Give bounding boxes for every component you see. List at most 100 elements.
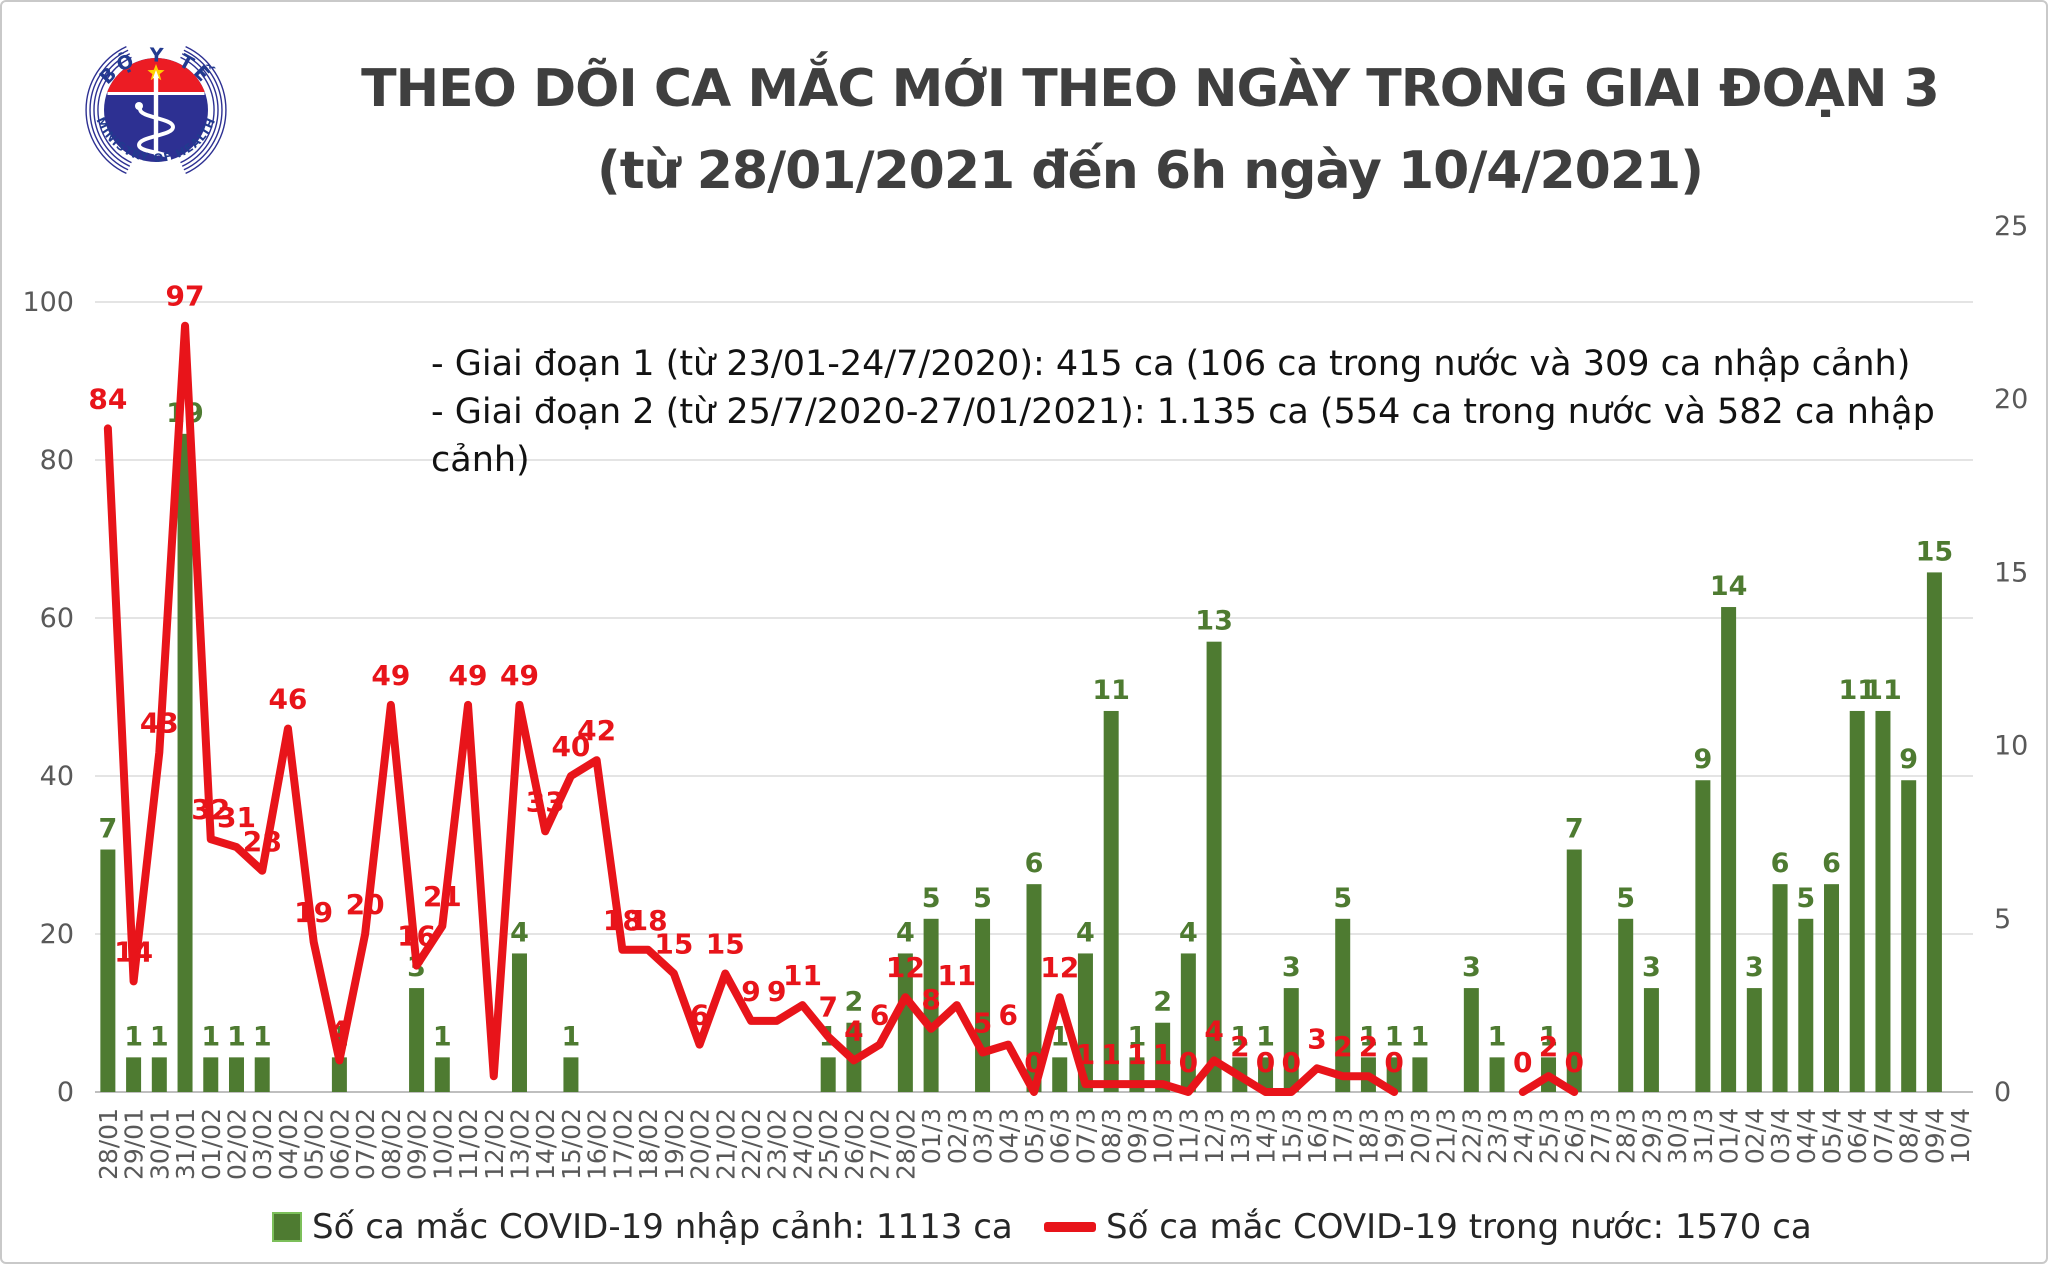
date-label: 16/02 [583, 1108, 612, 1180]
bar-value-label: 1 [1256, 1021, 1275, 1052]
line-value-label: 49 [449, 659, 488, 692]
date-label: 21/3 [1432, 1108, 1461, 1164]
date-label: 20/3 [1406, 1108, 1435, 1164]
imported-cases-bar [1772, 884, 1788, 1092]
bar-value-label: 1 [562, 1021, 581, 1052]
date-label: 28/01 [94, 1108, 123, 1180]
line-value-label: 0 [1282, 1046, 1301, 1079]
date-label: 13/3 [1226, 1108, 1255, 1164]
imported-cases-bar [1386, 1057, 1402, 1092]
date-label: 28/02 [891, 1108, 920, 1180]
imported-cases-bar [228, 1057, 244, 1092]
line-value-label: 6 [999, 999, 1018, 1032]
legend-imported-swatch [272, 1212, 302, 1242]
imported-cases-bar [434, 1057, 450, 1092]
legend-domestic-label: Số ca mắc COVID-19 trong nước: 1570 ca [1106, 1207, 1812, 1247]
line-value-label: 9 [741, 975, 760, 1008]
date-label: 24/3 [1509, 1108, 1538, 1164]
imported-cases-bar [1283, 988, 1299, 1092]
imported-cases-bar [409, 988, 425, 1092]
bar-value-label: 5 [1333, 883, 1352, 914]
imported-cases-bar [1618, 918, 1634, 1092]
imported-cases-bar [1412, 1057, 1428, 1092]
left-axis-tick-label: 40 [40, 761, 74, 792]
line-value-label: 1 [1153, 1038, 1172, 1071]
date-label: 24/02 [788, 1108, 817, 1180]
bar-value-label: 1 [1230, 1021, 1249, 1052]
imported-cases-bar [511, 953, 527, 1092]
imported-cases-bar [1103, 710, 1119, 1092]
bar-value-label: 1 [1488, 1021, 1507, 1052]
imported-cases-bar [1746, 988, 1762, 1092]
left-axis-tick-label: 0 [57, 1077, 74, 1108]
imported-cases-bar [203, 1057, 219, 1092]
date-label: 03/02 [248, 1108, 277, 1180]
date-label: 18/3 [1354, 1108, 1383, 1164]
line-value-label: 0 [1513, 1046, 1532, 1079]
bar-value-label: 15 [1916, 536, 1954, 567]
line-value-label: 49 [500, 659, 539, 692]
date-label: 29/01 [120, 1108, 149, 1180]
date-label: 02/02 [222, 1108, 251, 1180]
date-label: 20/02 [686, 1108, 715, 1180]
chart-title: THEO DÕI CA MẮC MỚI THEO NGÀY TRONG GIAI… [300, 48, 2000, 212]
line-value-label: 15 [706, 928, 745, 961]
line-value-label: 1 [1101, 1038, 1120, 1071]
legend-item-imported: Số ca mắc COVID-19 nhập cảnh: 1113 ca [272, 1200, 1013, 1254]
date-label: 26/3 [1560, 1108, 1589, 1164]
bar-value-label: 14 [1710, 571, 1748, 602]
date-label: 01/4 [1715, 1108, 1744, 1164]
date-label: 22/3 [1457, 1108, 1486, 1164]
line-value-label: 5 [973, 1007, 992, 1040]
legend: Số ca mắc COVID-19 nhập cảnh: 1113 ca Số… [0, 1200, 2048, 1254]
date-label: 15/3 [1277, 1108, 1306, 1164]
line-value-label: 28 [243, 825, 282, 858]
right-axis-tick-label: 10 [1994, 731, 2028, 762]
date-label: 07/02 [351, 1108, 380, 1180]
bar-value-label: 1 [253, 1021, 272, 1052]
line-value-label: 4 [844, 1014, 863, 1047]
bar-value-label: 3 [1462, 952, 1481, 983]
left-axis-tick-label: 20 [40, 919, 74, 950]
date-label: 09/4 [1920, 1108, 1949, 1164]
legend-domestic-swatch [1044, 1222, 1096, 1232]
line-value-label: 3 [1307, 1022, 1326, 1055]
bar-value-label: 1 [150, 1021, 169, 1052]
bar-value-label: 2 [1153, 987, 1172, 1018]
date-label: 31/01 [171, 1108, 200, 1180]
bar-value-label: 5 [973, 883, 992, 914]
date-label: 18/02 [634, 1108, 663, 1180]
date-label: 06/02 [325, 1108, 354, 1180]
date-label: 09/02 [403, 1108, 432, 1180]
bar-value-label: 11 [1864, 675, 1902, 706]
line-value-label: 18 [603, 904, 642, 937]
imported-cases-bar [1489, 1057, 1505, 1092]
left-axis-tick-label: 60 [40, 603, 74, 634]
date-label: 06/4 [1843, 1108, 1872, 1164]
date-label: 08/02 [377, 1108, 406, 1180]
phase-annotations: - Giai đoạn 1 (từ 23/01-24/7/2020): 415 … [431, 340, 1991, 484]
line-value-label: 11 [937, 959, 976, 992]
imported-cases-bar [1824, 884, 1840, 1092]
date-label: 23/02 [763, 1108, 792, 1180]
date-label: 07/3 [1071, 1108, 1100, 1164]
line-value-label: 20 [346, 888, 385, 921]
bar-value-label: 4 [1179, 917, 1198, 948]
ministry-of-health-logo: BỘ Y TẾ MINISTRY OF HEALTH [85, 44, 227, 175]
bar-value-label: 7 [1565, 814, 1584, 845]
line-value-label: 8 [921, 983, 940, 1016]
imported-cases-bar [1926, 572, 1942, 1092]
line-value-label: 19 [294, 896, 333, 929]
date-label: 22/02 [737, 1108, 766, 1180]
line-value-label: 46 [268, 683, 307, 716]
imported-cases-bar [1901, 780, 1917, 1092]
imported-cases-bar [331, 1057, 347, 1092]
line-value-label: 40 [551, 730, 590, 763]
bar-value-label: 4 [510, 917, 529, 948]
line-value-label: 7 [818, 991, 837, 1024]
bar-value-label: 4 [896, 917, 915, 948]
bar-value-label: 3 [1745, 952, 1764, 983]
imported-cases-bar [1695, 780, 1711, 1092]
date-label: 08/4 [1895, 1108, 1924, 1164]
